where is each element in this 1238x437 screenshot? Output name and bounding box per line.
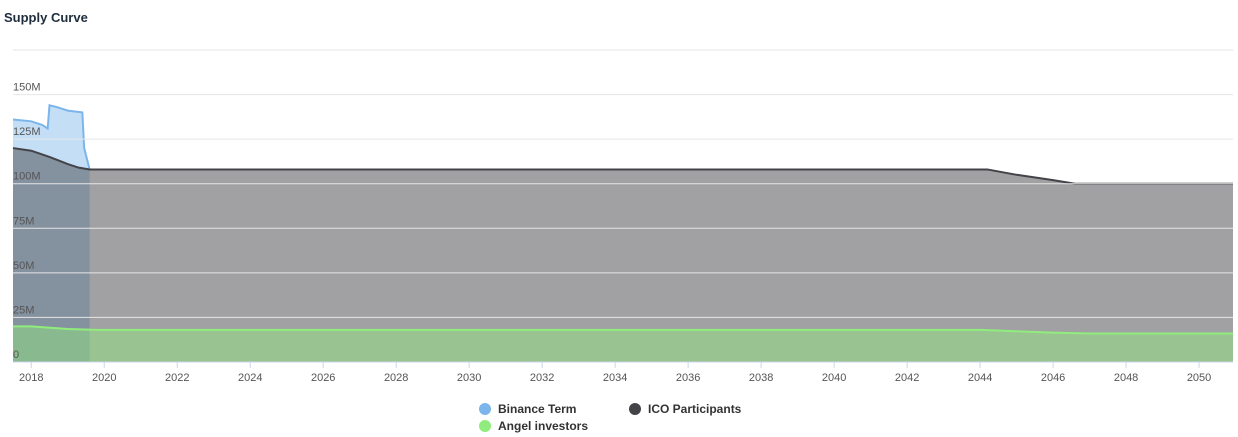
series-line [13,325,1233,335]
chart-title: Supply Curve [4,10,88,25]
x-tick-label: 2034 [603,372,627,384]
x-tick-label: 2050 [1187,372,1211,384]
x-tick-label: 2022 [165,372,189,384]
y-tick-label: 0 [13,349,19,361]
y-tick-label: 25M [13,304,34,316]
x-tick-label: 2048 [1114,372,1138,384]
x-tick-label: 2018 [19,372,43,384]
y-tick-label: 75M [13,215,34,227]
series-area [13,326,1233,362]
legend-marker [479,403,491,415]
plot [12,104,1233,363]
x-tick-label: 2046 [1041,372,1065,384]
x-tick-label: 2038 [749,372,773,384]
legend-marker [629,403,641,415]
series-line [12,147,1233,185]
y-tick-label: 125M [13,126,41,138]
x-tick-label: 2028 [384,372,408,384]
y-tick-label: 100M [13,171,41,183]
x-tick-label: 2020 [92,372,116,384]
x-tick-label: 2036 [676,372,700,384]
x-tick-label: 2040 [822,372,846,384]
series-area [13,148,1233,362]
x-tick-label: 2042 [895,372,919,384]
y-tick-label: 150M [13,82,41,94]
x-tick-label: 2044 [968,372,992,384]
x-tick-label: 2026 [311,372,335,384]
legend-marker [479,420,491,432]
x-tick-label: 2032 [530,372,554,384]
x-tick-label: 2030 [457,372,481,384]
legend-label: Binance Term [498,402,576,416]
legend-label: ICO Participants [648,402,742,416]
series-line [12,104,91,170]
y-tick-label: 50M [13,260,34,272]
legend-label: Angel investors [498,419,588,433]
x-tick-label: 2024 [238,372,262,384]
